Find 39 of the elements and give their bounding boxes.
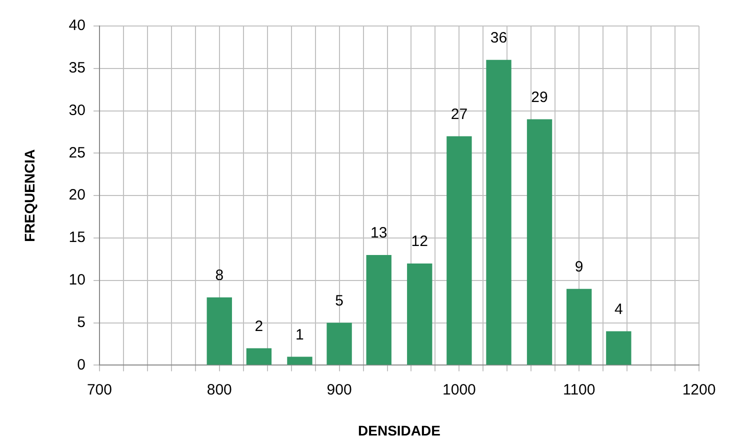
y-tick-label: 40 (68, 17, 86, 34)
x-tick-label: 1200 (682, 381, 716, 398)
data-label: 27 (450, 106, 468, 123)
data-label: 4 (614, 300, 623, 318)
bar (407, 263, 432, 365)
bar (246, 348, 272, 365)
x-tick-label: 1000 (442, 381, 476, 398)
y-tick-label: 35 (68, 60, 86, 77)
data-label: 13 (370, 224, 388, 242)
x-tick-label: 1100 (562, 381, 596, 398)
y-tick-label: 0 (77, 356, 86, 374)
x-tick-label: 700 (86, 381, 112, 398)
x-tick-label: 900 (326, 381, 352, 398)
bar (206, 297, 232, 365)
x-axis-title: DENSIDADE (358, 422, 440, 438)
bar (526, 119, 552, 365)
bar (326, 322, 352, 365)
x-tick-label: 800 (206, 381, 232, 398)
y-tick-label: 20 (68, 186, 86, 204)
y-tick-label: 10 (68, 272, 86, 289)
data-label: 2 (254, 318, 264, 335)
bar (446, 136, 472, 365)
bar (366, 254, 392, 365)
data-label: 1 (296, 326, 304, 344)
bar (486, 60, 512, 365)
bar (566, 288, 592, 365)
data-label: 12 (411, 233, 428, 250)
y-tick-label: 5 (77, 314, 86, 331)
data-label: 5 (335, 292, 344, 310)
bar (606, 331, 632, 365)
y-tick-label: 15 (68, 229, 86, 246)
y-axis-title: FREQUENCIA (21, 149, 38, 242)
bar (287, 356, 312, 365)
data-label: 9 (574, 258, 584, 276)
y-tick-label: 30 (68, 102, 86, 119)
data-label: 29 (531, 88, 548, 106)
data-label: 36 (490, 30, 508, 47)
data-label: 8 (215, 267, 224, 284)
y-tick-label: 25 (68, 144, 86, 162)
